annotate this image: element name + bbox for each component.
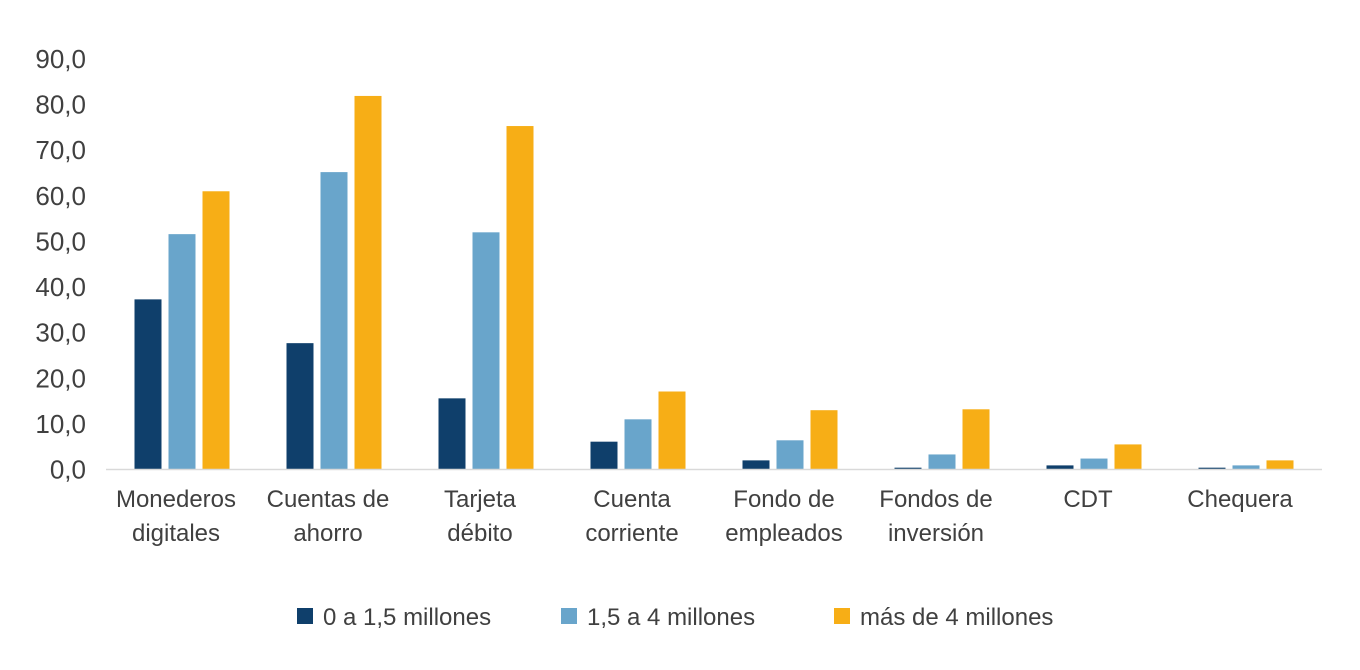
y-tick-label: 60,0 [35,181,86,211]
y-tick-label: 80,0 [35,90,86,120]
x-tick-label: Chequera [1187,486,1293,513]
x-axis: Monederos digitales Cuentas de ahorro Tarjet… [116,486,1293,547]
legend: 0 a 1,5 millones 1,5 a 4 millones más de 4… [297,604,1053,631]
bar-2 [624,419,652,470]
legend-label: 1,5 a 4 millones [587,604,755,631]
bar-2 [928,454,956,470]
bar-1 [1198,467,1226,470]
legend-swatch [834,608,850,624]
x-tick-label: Monederos [116,486,236,513]
bar-3 [202,191,230,470]
bar-3 [354,95,382,470]
bar-3 [658,391,686,470]
x-tick-label: débito [447,520,512,547]
x-tick-label: ahorro [293,520,362,547]
y-tick-label: 70,0 [35,135,86,165]
y-tick-label: 30,0 [35,318,86,348]
y-tick-label: 10,0 [35,409,86,439]
x-tick-label: CDT [1063,486,1113,513]
legend-swatch [297,608,313,624]
x-tick-label: Fondo de [733,486,834,513]
bar-3 [810,410,838,470]
y-tick-label: 20,0 [35,363,86,393]
y-tick-label: 0,0 [50,455,86,485]
bar-2 [1232,465,1260,470]
bar-1 [438,398,466,470]
bar-2 [776,440,804,470]
legend-label: 0 a 1,5 millones [323,604,491,631]
bar-2 [320,172,348,470]
legend-swatch [561,608,577,624]
bar-1 [286,343,314,470]
bar-3 [1114,444,1142,470]
bar-3 [506,126,534,470]
bar-1 [742,460,770,470]
x-tick-label: empleados [725,520,842,547]
bar-3 [1266,460,1294,470]
x-tick-label: inversión [888,520,984,547]
bar-2 [1080,458,1108,470]
y-axis: 0,0 10,0 20,0 30,0 40,0 50,0 60,0 70,0 80,0 90,0 [35,44,86,485]
bar-2 [168,234,196,470]
bar-3 [962,409,990,470]
bar-1 [894,467,922,470]
x-tick-label: Cuentas de [267,486,390,513]
bars [134,95,1294,470]
x-tick-label: Fondos de [879,486,992,513]
x-tick-label: corriente [585,520,678,547]
x-tick-label: Tarjeta [444,486,517,513]
x-tick-label: digitales [132,520,220,547]
bar-2 [472,232,500,470]
bar-1 [1046,465,1074,470]
y-tick-label: 40,0 [35,272,86,302]
legend-label: más de 4 millones [860,604,1053,631]
x-tick-label: Cuenta [593,486,671,513]
bar-1 [590,441,618,470]
bar-1 [134,299,162,470]
y-tick-label: 50,0 [35,226,86,256]
y-tick-label: 90,0 [35,44,86,74]
